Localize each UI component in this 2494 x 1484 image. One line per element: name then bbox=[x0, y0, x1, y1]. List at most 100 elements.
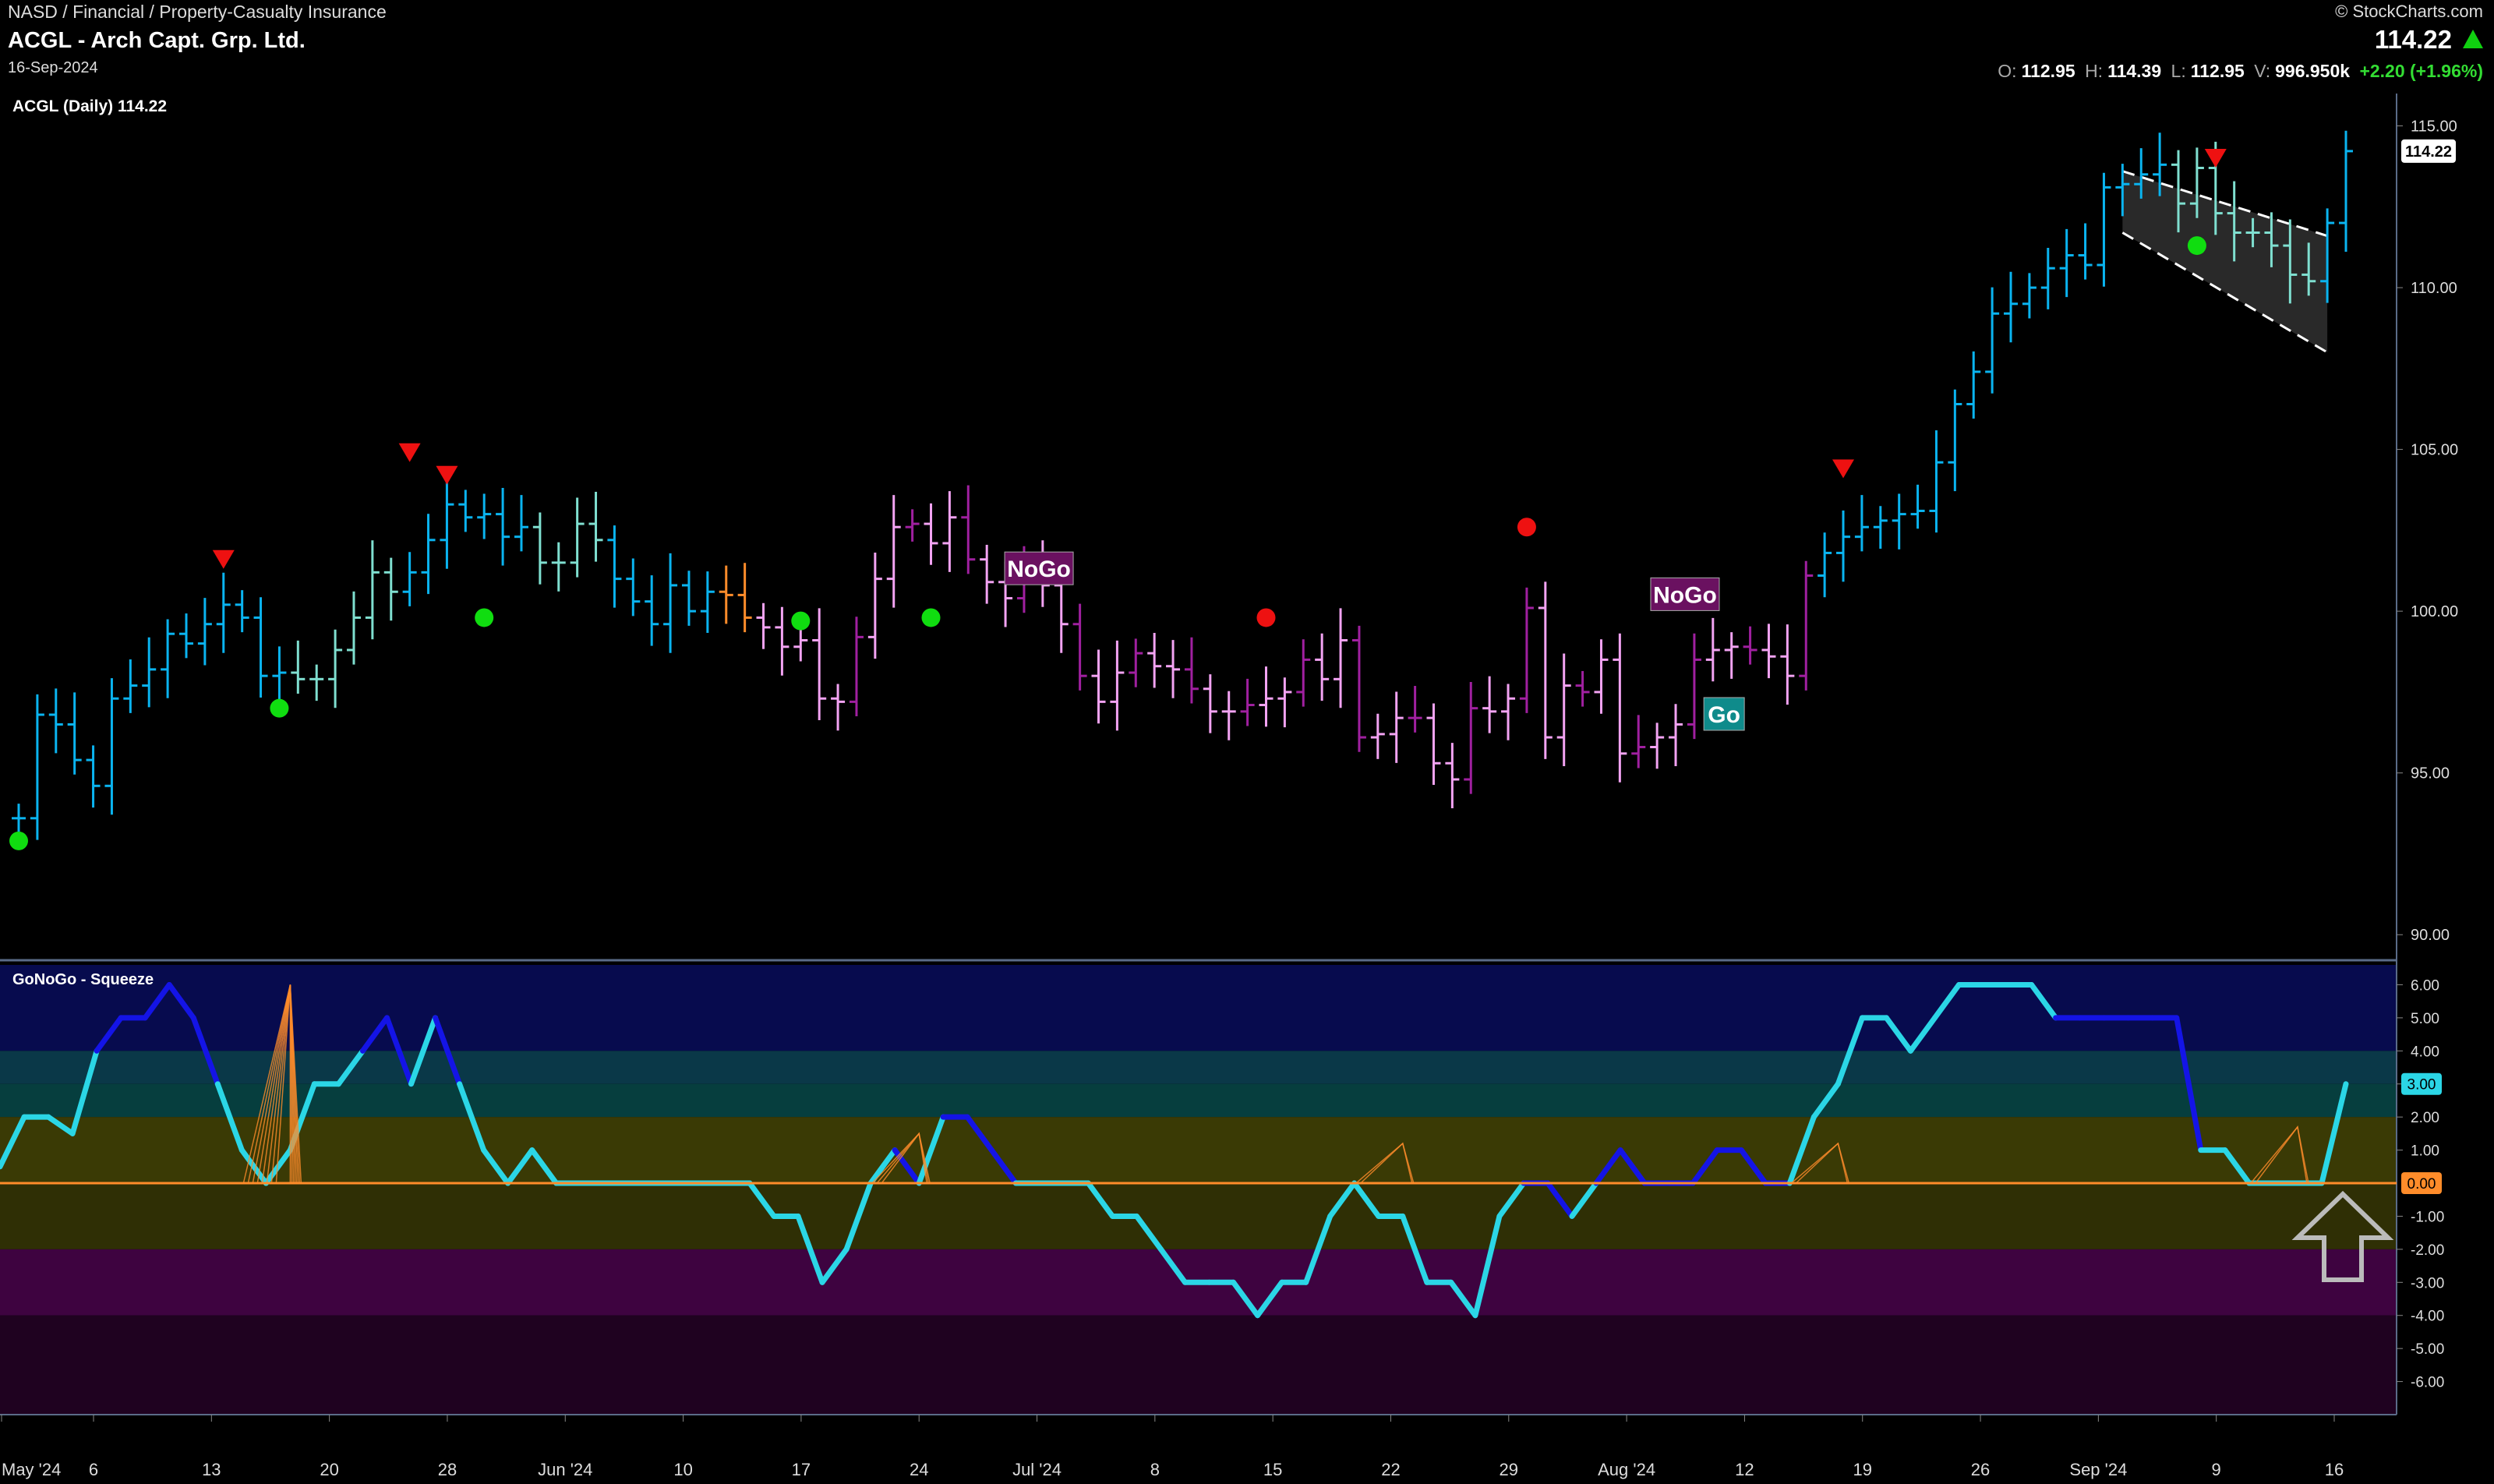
channel-fill bbox=[2122, 171, 2328, 353]
price-tick-label: 90.00 bbox=[2411, 927, 2450, 944]
price-bar bbox=[1166, 640, 1181, 698]
price-bar bbox=[2189, 147, 2204, 218]
price-bar bbox=[1650, 723, 1665, 769]
price-bar bbox=[1575, 670, 1590, 707]
x-tick-label: Aug '24 bbox=[1598, 1460, 1655, 1479]
oscillator-segment bbox=[383, 1015, 415, 1087]
x-tick-label: 13 bbox=[202, 1460, 221, 1479]
price-bar bbox=[1892, 493, 1906, 549]
price-bar bbox=[48, 688, 63, 754]
brand-watermark[interactable]: © StockCharts.com bbox=[2335, 2, 2483, 21]
price-bar bbox=[1091, 649, 1106, 724]
x-tick-label: 28 bbox=[438, 1460, 457, 1479]
oscillator-segment bbox=[142, 981, 172, 1021]
x-tick-label: 26 bbox=[1971, 1460, 1990, 1479]
price-bar bbox=[831, 684, 846, 731]
high-label: H: bbox=[2085, 61, 2104, 81]
x-tick-label: Jun '24 bbox=[538, 1460, 592, 1479]
oscillator-segment bbox=[505, 1147, 535, 1186]
price-bar bbox=[1594, 639, 1609, 714]
price-bar bbox=[924, 503, 938, 565]
price-bar bbox=[1351, 625, 1366, 752]
oscillator-segment bbox=[1157, 1246, 1189, 1285]
price-bar bbox=[2040, 248, 2055, 309]
x-tick-label: Jul '24 bbox=[1012, 1460, 1062, 1479]
price-tick-label: 95.00 bbox=[2411, 765, 2450, 783]
countertrend-triangle-icon bbox=[2204, 149, 2227, 168]
price-bar bbox=[1761, 624, 1776, 679]
osc-tick-label: -5.00 bbox=[2411, 1341, 2444, 1358]
price-tick-label: 110.00 bbox=[2411, 280, 2457, 297]
oscillator-segment bbox=[819, 1246, 850, 1285]
go-signal-dot bbox=[921, 608, 941, 627]
zero-tag-box bbox=[2401, 1172, 2442, 1195]
svg-text:NoGo: NoGo bbox=[1007, 556, 1071, 582]
oscillator-segment bbox=[843, 1180, 874, 1253]
go-label: Go bbox=[1703, 697, 1745, 731]
osc-value-tag: 3.00 bbox=[2407, 1077, 2436, 1094]
price-bar bbox=[645, 575, 659, 646]
oscillator-segment bbox=[964, 1114, 994, 1154]
price-bar bbox=[681, 571, 696, 626]
price-bar bbox=[2134, 148, 2149, 199]
price-bar bbox=[235, 590, 249, 633]
oscillator-segment bbox=[2222, 1147, 2252, 1186]
oscillator-segment bbox=[408, 1015, 439, 1087]
price-bar bbox=[626, 558, 641, 617]
osc-tick-label: -3.00 bbox=[2411, 1275, 2444, 1291]
open-value: 112.95 bbox=[2021, 61, 2075, 81]
oscillator-segment bbox=[1303, 1213, 1334, 1285]
last-price: 114.22 bbox=[2374, 25, 2452, 54]
price-bar bbox=[402, 552, 417, 606]
oscillator-band bbox=[0, 1083, 2397, 1118]
oscillator-segment bbox=[867, 1147, 898, 1186]
countertrend-triangle-icon bbox=[398, 443, 421, 462]
price-bar bbox=[719, 565, 733, 624]
price-bar bbox=[477, 493, 492, 539]
oscillator-segment bbox=[529, 1147, 560, 1186]
price-change: +2.20 (+1.96%) bbox=[2359, 61, 2483, 81]
price-bar bbox=[30, 694, 44, 840]
price-bar bbox=[328, 629, 343, 708]
price-bar bbox=[496, 488, 510, 566]
price-bar bbox=[980, 545, 994, 604]
price-bar bbox=[197, 598, 212, 666]
x-tick-label: 29 bbox=[1500, 1460, 1518, 1479]
price-bar bbox=[1669, 704, 1683, 766]
oscillator-segment bbox=[45, 1114, 76, 1136]
price-bar bbox=[67, 692, 82, 775]
price-bar bbox=[272, 646, 287, 705]
price-legend: ACGL (Daily) 114.22 bbox=[12, 97, 167, 115]
low-label: L: bbox=[2171, 61, 2186, 81]
price-bar bbox=[1724, 632, 1739, 679]
oscillator-segment bbox=[1593, 1147, 1623, 1186]
price-bar bbox=[291, 640, 306, 694]
price-bar bbox=[1334, 608, 1348, 708]
oscillator-segment bbox=[747, 1180, 777, 1219]
oscillator-segment bbox=[214, 1081, 245, 1154]
x-tick-label: 17 bbox=[792, 1460, 811, 1479]
oscillator-segment bbox=[457, 1081, 487, 1154]
oscillator-segment bbox=[335, 1048, 366, 1087]
price-bar bbox=[86, 745, 101, 808]
price-bar bbox=[1705, 617, 1720, 682]
price-bar bbox=[942, 491, 957, 572]
price-bar bbox=[178, 613, 193, 659]
oscillator-band bbox=[0, 1117, 2397, 1184]
price-bar bbox=[1519, 587, 1534, 713]
price-bar bbox=[737, 563, 752, 633]
volume-label: V: bbox=[2254, 61, 2271, 81]
x-tick-label: 12 bbox=[1735, 1460, 1754, 1479]
squeeze-fan bbox=[1795, 1142, 1849, 1184]
go-signal-dot bbox=[791, 611, 811, 631]
price-bar bbox=[1147, 632, 1162, 688]
price-bar bbox=[1631, 715, 1646, 768]
osc-tick-label: 1.00 bbox=[2411, 1143, 2439, 1160]
countertrend-triangle-icon bbox=[212, 549, 235, 569]
price-tick-label: 100.00 bbox=[2411, 603, 2458, 620]
oscillator-segment bbox=[2319, 1081, 2349, 1186]
price-bar bbox=[1836, 511, 1851, 582]
price-bar bbox=[253, 597, 268, 698]
oscillator-segment bbox=[1907, 1015, 1938, 1054]
